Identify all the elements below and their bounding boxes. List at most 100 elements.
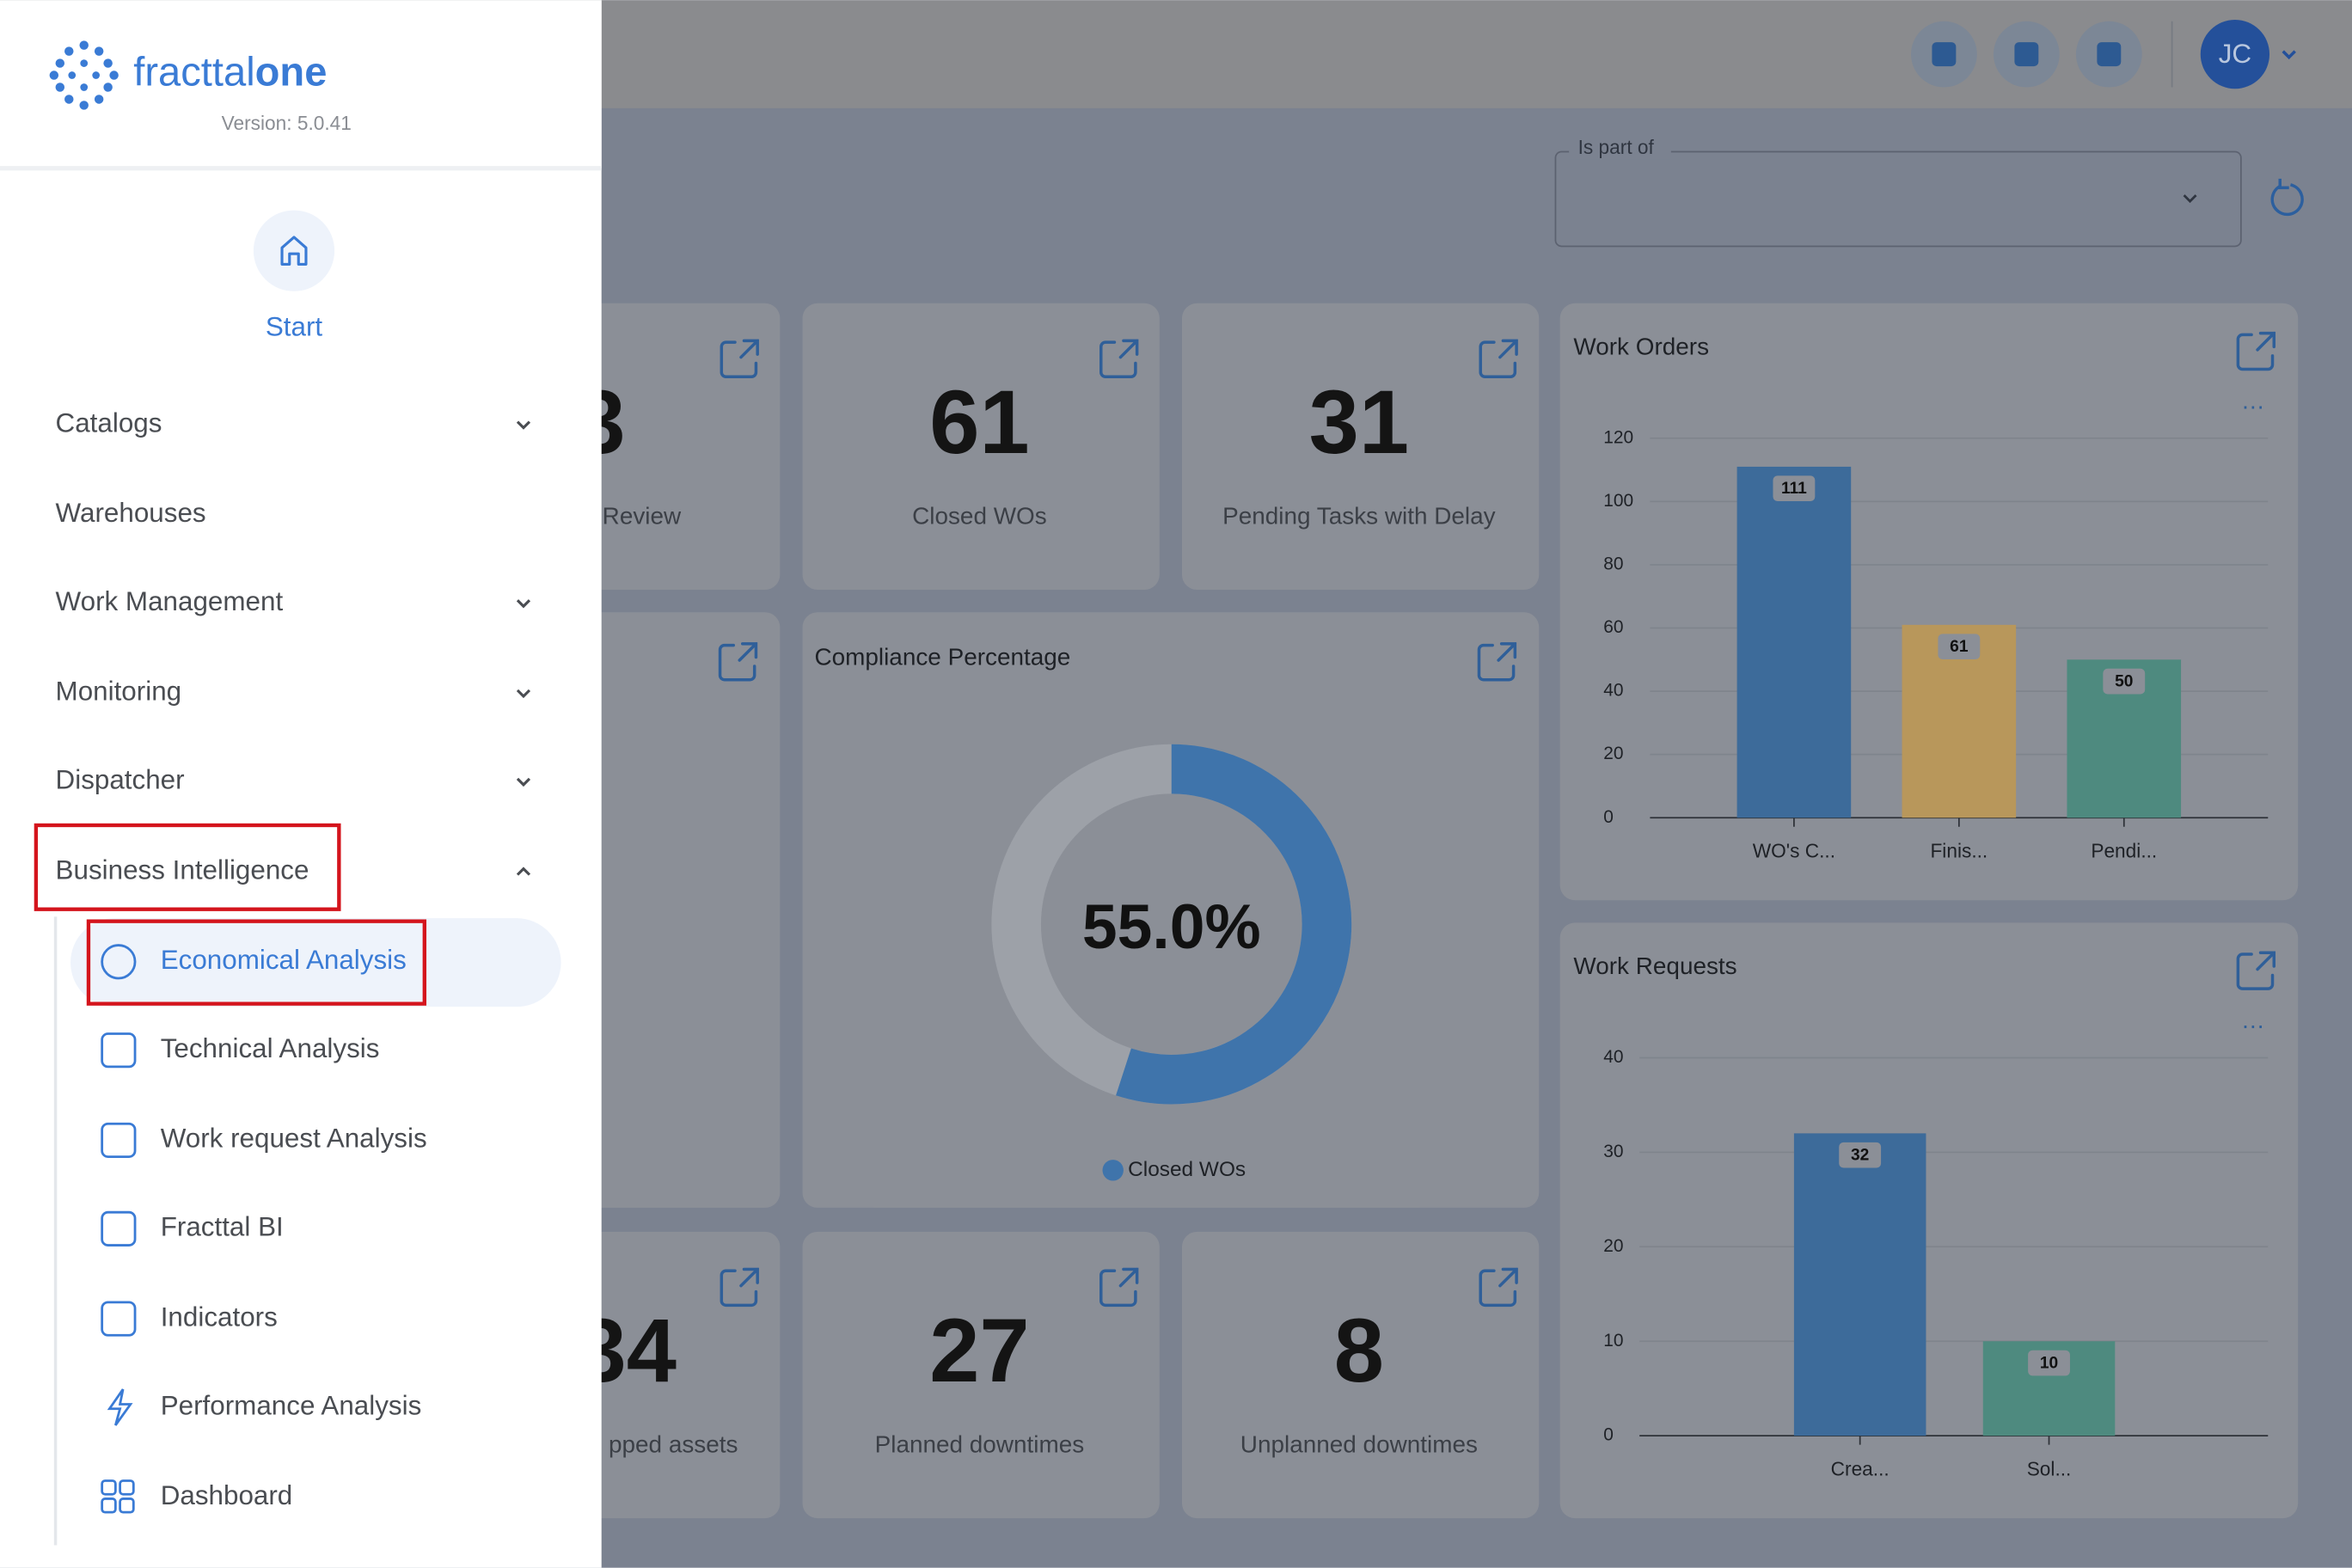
highlight-box <box>86 919 426 1006</box>
menu-item[interactable]: Warehouses <box>56 498 206 528</box>
open-icon[interactable] <box>2236 331 2276 371</box>
value-label: 10 <box>2040 1354 2058 1372</box>
submenu-icon <box>101 944 137 980</box>
value-label-bg <box>2103 668 2146 695</box>
submenu-item[interactable]: Fracttal BI <box>161 1212 284 1242</box>
stat-value: 61 <box>929 372 1029 473</box>
logo-dot <box>92 71 101 79</box>
x-tick-label: Sol... <box>2027 1457 2072 1479</box>
start-label[interactable]: Start <box>266 312 323 342</box>
open-icon[interactable] <box>1099 1267 1139 1308</box>
menu-item[interactable]: Catalogs <box>56 407 162 438</box>
submenu-icon <box>101 1301 137 1337</box>
x-tick-label: WO's C... <box>1753 839 1835 861</box>
y-tick-label: 10 <box>1603 1331 1623 1351</box>
y-tick-label: 60 <box>1603 617 1623 637</box>
chart-title: Work Requests <box>1573 952 1736 979</box>
menu-item[interactable]: Dispatcher <box>56 765 185 795</box>
value-label: 32 <box>1851 1147 1869 1165</box>
filter-select[interactable] <box>1554 150 2242 248</box>
y-tick-label: 0 <box>1603 1425 1614 1445</box>
value-label: 111 <box>1781 480 1807 498</box>
value-label-bg <box>1773 475 1816 502</box>
open-icon[interactable] <box>1477 642 1517 682</box>
refresh-icon[interactable] <box>2270 178 2304 217</box>
open-icon[interactable] <box>1479 1267 1518 1308</box>
open-icon[interactable] <box>1099 339 1139 379</box>
open-icon[interactable] <box>1479 339 1518 379</box>
logo-dot <box>64 46 74 56</box>
logo-dot <box>109 70 119 80</box>
bar <box>1793 1133 1926 1436</box>
logo-dot <box>64 95 74 104</box>
donut-arc <box>1116 744 1352 1105</box>
stat-label: Planned downtimes <box>875 1431 1085 1458</box>
legend-dot <box>1102 1160 1124 1181</box>
open-icon[interactable] <box>718 642 758 682</box>
y-tick-label: 40 <box>1603 681 1623 701</box>
avatar[interactable] <box>2200 19 2270 89</box>
submenu-icon <box>107 1388 133 1426</box>
avatar-chevron <box>2282 50 2296 60</box>
menu-item[interactable]: Monitoring <box>56 677 182 707</box>
submenu-item[interactable]: Economical Analysis <box>161 945 407 975</box>
stat-label: pped assets <box>609 1431 738 1458</box>
logo-dot <box>49 70 59 80</box>
card <box>1559 922 2299 1519</box>
card <box>802 303 1160 591</box>
submenu-item[interactable]: Performance Analysis <box>161 1390 422 1420</box>
submenu-icon <box>101 1122 137 1159</box>
submenu-icon <box>119 1498 135 1514</box>
submenu-item[interactable]: Work request Analysis <box>161 1124 427 1154</box>
logo-dot <box>68 71 77 79</box>
card <box>802 612 1540 1208</box>
submenu-icon <box>101 1498 117 1514</box>
logo-dot <box>55 58 65 68</box>
menu-chevron <box>516 867 531 876</box>
submenu-icon <box>101 1210 137 1246</box>
brand-main: fracttal <box>133 49 254 95</box>
filter-label-bg <box>1569 138 1671 160</box>
menu-item[interactable]: Work Management <box>56 586 284 616</box>
menu-chevron <box>516 689 531 699</box>
chart-title: Work Orders <box>1573 333 1709 359</box>
submenu-item[interactable]: Dashboard <box>161 1480 293 1510</box>
stat-label: Pending Tasks with Delay <box>1222 503 1496 530</box>
header-icon <box>2097 42 2122 67</box>
header-icon <box>2014 42 2039 67</box>
home-icon <box>280 236 308 266</box>
logo-dot <box>80 83 89 91</box>
y-tick-label: 30 <box>1603 1142 1623 1161</box>
logo-dot <box>94 95 104 104</box>
logo-dot <box>103 58 113 68</box>
open-icon[interactable] <box>2236 951 2276 990</box>
logo-dot <box>79 101 89 110</box>
menu-item[interactable]: Business Intelligence <box>56 854 309 885</box>
open-icon[interactable] <box>720 1267 759 1308</box>
card <box>802 1231 1160 1519</box>
brand-one: one <box>255 49 328 95</box>
select-chevron <box>2183 194 2197 204</box>
value-label: 50 <box>2115 673 2133 691</box>
stat-label: Unplanned downtimes <box>1240 1431 1478 1458</box>
start-button[interactable] <box>253 210 335 291</box>
donut-value: 55.0% <box>1082 891 1261 962</box>
chart-menu: … <box>2241 387 2265 413</box>
menu-chevron <box>516 777 531 787</box>
submenu-item[interactable]: Indicators <box>161 1302 278 1332</box>
value-label-bg <box>2028 1350 2070 1376</box>
submenu-icon <box>119 1479 135 1496</box>
y-tick-label: 100 <box>1603 491 1633 511</box>
card-title: Compliance Percentage <box>814 644 1070 671</box>
card <box>1181 303 1540 591</box>
stat-label: Review <box>603 503 682 530</box>
card <box>1181 1231 1540 1519</box>
open-icon[interactable] <box>720 339 759 379</box>
avatar-initials: JC <box>2219 39 2251 69</box>
logo-dot <box>80 59 89 67</box>
y-tick-label: 120 <box>1603 427 1633 447</box>
y-tick-label: 20 <box>1603 744 1623 763</box>
submenu-item[interactable]: Technical Analysis <box>161 1033 380 1063</box>
menu-chevron <box>516 599 531 609</box>
